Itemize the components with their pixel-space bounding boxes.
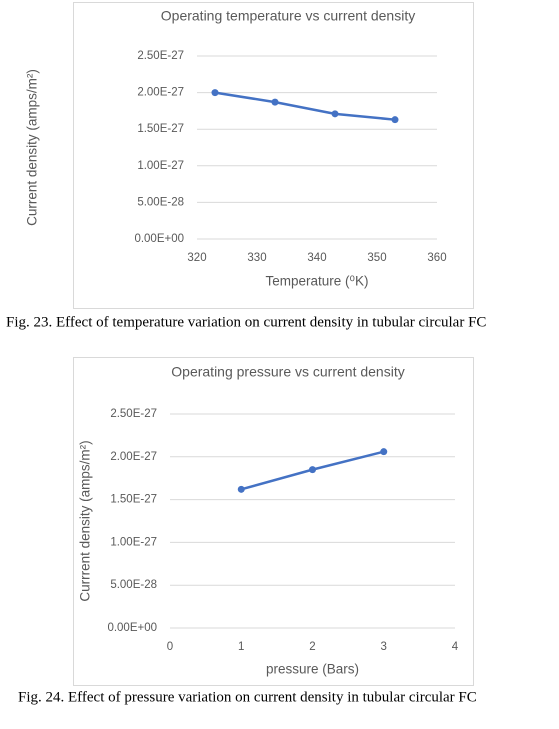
data-point: [380, 448, 388, 456]
x-tick-label: 350: [367, 252, 386, 264]
y-tick-label: 1.00E-27: [110, 536, 157, 548]
x-axis-label: Temperature (⁰K): [266, 274, 369, 289]
y-tick-label: 1.50E-27: [137, 123, 184, 135]
data-point: [211, 89, 219, 97]
data-line: [214, 91, 396, 121]
x-tick-label: 320: [187, 252, 206, 264]
y-tick-label: 2.50E-27: [110, 408, 157, 420]
y-tick-label: 1.00E-27: [137, 160, 184, 172]
caption: Fig. 24. Effect of pressure variation on…: [18, 689, 477, 705]
y-tick-label: 2.00E-27: [137, 87, 184, 99]
caption: Fig. 23. Effect of temperature variation…: [6, 314, 486, 330]
y-tick-label: 1.50E-27: [110, 494, 157, 506]
y-tick-label: 5.00E-28: [137, 196, 184, 208]
x-axis-label: pressure (Bars): [266, 662, 359, 677]
data-point: [391, 116, 399, 124]
y-axis-label: Currrent density (amps/m²): [78, 440, 93, 601]
x-tick-label: 0: [167, 641, 173, 653]
x-tick-label: 2: [309, 641, 315, 653]
y-tick-label: 2.00E-27: [110, 451, 157, 463]
x-tick-label: 4: [452, 641, 459, 653]
chart-title: Operating temperature vs current density: [161, 8, 415, 24]
y-tick-label: 0.00E+00: [107, 622, 157, 634]
data-point: [237, 485, 245, 493]
data-point: [309, 466, 316, 474]
y-tick-label: 2.50E-27: [137, 50, 184, 62]
y-tick-label: 0.00E+00: [134, 233, 184, 245]
data-point: [331, 110, 339, 118]
x-tick-label: 330: [247, 252, 266, 264]
chart-title: Operating pressure vs current density: [171, 364, 404, 380]
chart-frame: [73, 2, 474, 309]
data-point: [271, 98, 279, 106]
x-tick-label: 340: [307, 252, 326, 264]
x-tick-label: 3: [381, 641, 387, 653]
x-tick-label: 1: [238, 641, 244, 653]
y-tick-label: 5.00E-28: [110, 579, 157, 591]
chart-frame: [73, 357, 474, 686]
y-axis-label: Current density (amps/m²): [25, 69, 40, 226]
x-tick-label: 360: [427, 252, 446, 264]
